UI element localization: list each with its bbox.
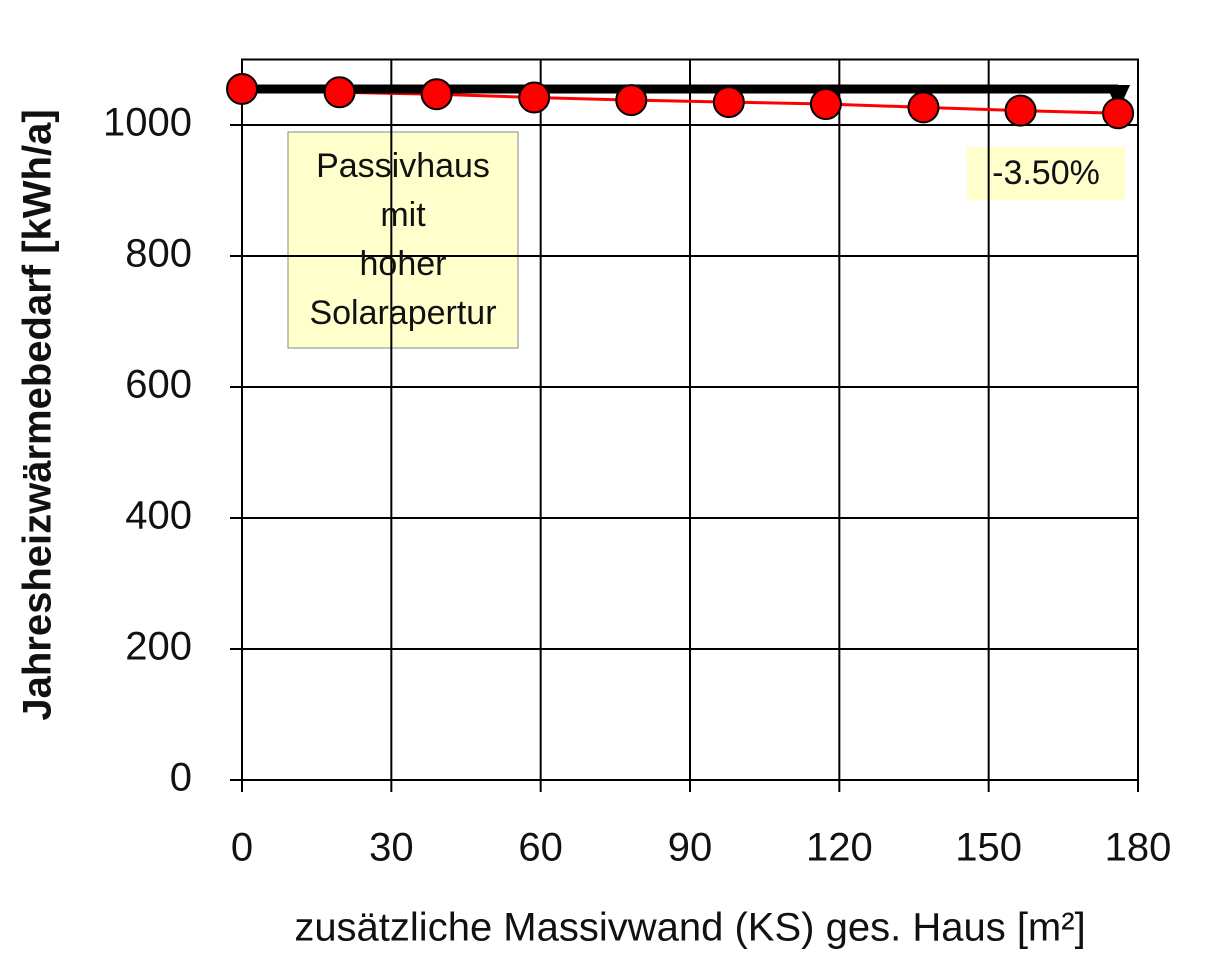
annotation-box xyxy=(967,147,1125,200)
annotation: hoher xyxy=(360,245,447,283)
point xyxy=(615,84,648,117)
point xyxy=(226,72,258,105)
x-tick-label: 150 xyxy=(955,826,1022,870)
annotation-box xyxy=(287,131,519,349)
point xyxy=(323,76,356,109)
y-axis-label: Jahresheizwärmebedarf [kWh/a] xyxy=(16,109,60,720)
x-tick-label: 180 xyxy=(1105,826,1172,870)
point xyxy=(712,86,745,119)
x-tick-label: 0 xyxy=(231,826,253,870)
annotation: mit xyxy=(380,196,426,234)
y-tick-label: 1000 xyxy=(103,101,192,145)
x-tick-label: 30 xyxy=(369,826,414,870)
annotation: -3.50% xyxy=(992,154,1100,192)
point xyxy=(1102,97,1135,130)
point xyxy=(518,81,551,114)
y-tick-label: 0 xyxy=(170,756,192,800)
point xyxy=(907,91,940,124)
y-tick-label: 400 xyxy=(125,494,192,538)
y-tick-label: 200 xyxy=(125,625,192,669)
point xyxy=(809,88,842,121)
y-tick-label: 800 xyxy=(125,232,192,276)
x-tick-label: 60 xyxy=(518,826,563,870)
point xyxy=(420,78,453,111)
annotation: Solarapertur xyxy=(309,294,496,332)
x-tick-label: 120 xyxy=(806,826,873,870)
point xyxy=(1004,94,1037,127)
annotation: Passivhaus xyxy=(316,147,490,185)
x-axis-label: zusätzliche Massivwand (KS) ges. Haus [m… xyxy=(294,906,1085,950)
x-tick-label: 90 xyxy=(668,826,713,870)
y-tick-label: 600 xyxy=(125,363,192,407)
